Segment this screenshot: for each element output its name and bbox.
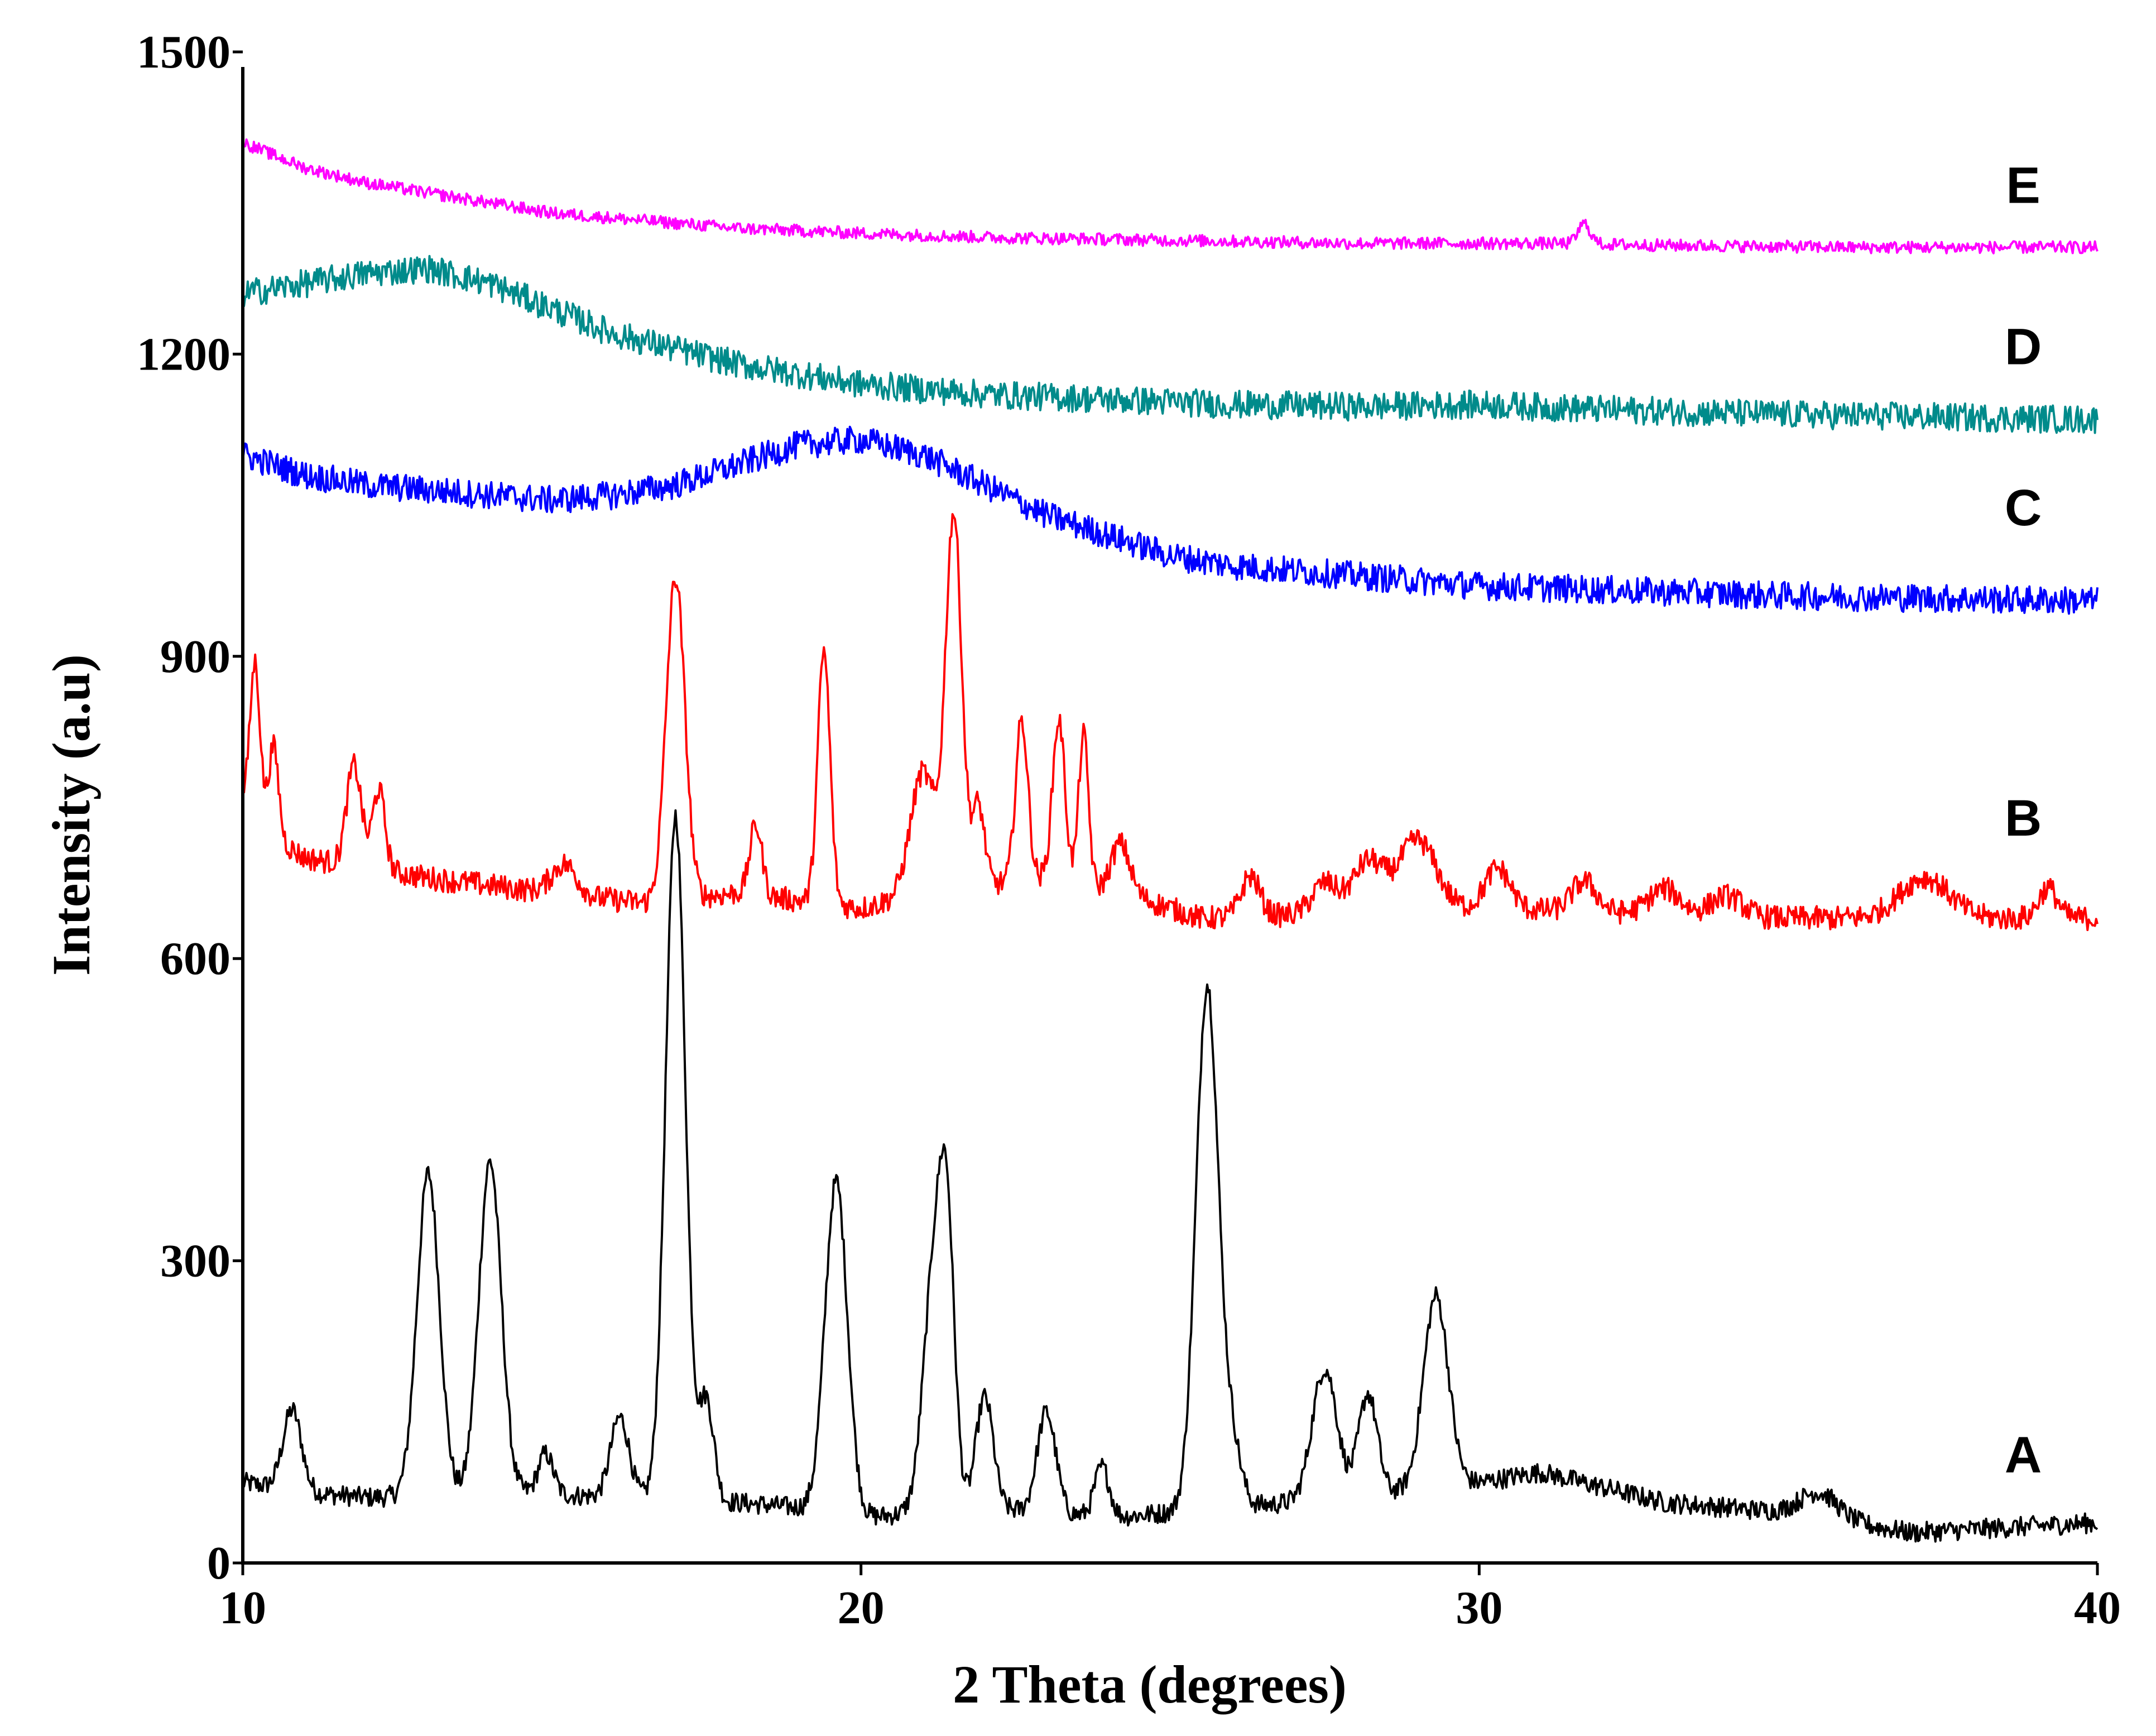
y-tick-label: 300	[160, 1235, 231, 1287]
y-ticks: 0 300 600 900 1200 1500	[137, 26, 243, 1589]
x-tick-label: 10	[219, 1582, 266, 1634]
series-label-a: A	[2005, 1427, 2042, 1484]
series-line-c	[242, 425, 2099, 615]
x-tick-label: 30	[1456, 1582, 1502, 1634]
series-line-d	[242, 255, 2099, 434]
series-label-e: E	[2006, 157, 2040, 214]
series-line-a	[242, 809, 2099, 1543]
y-tick-label: 900	[160, 631, 231, 683]
y-tick-label: 1200	[137, 328, 231, 380]
plot-lines	[242, 138, 2099, 1543]
x-tick-label: 20	[838, 1582, 885, 1634]
axes	[241, 67, 2097, 1565]
y-tick-label: 0	[207, 1537, 231, 1589]
series-label-c: C	[2005, 479, 2042, 536]
y-axis-title: Intensity (a.u)	[41, 654, 101, 976]
series-labels: A B C D E	[2005, 157, 2042, 1484]
x-axis-title: 2 Theta (degrees)	[953, 1655, 1347, 1714]
series-label-b: B	[2005, 790, 2042, 847]
series-line-b	[242, 513, 2099, 931]
series-label-d: D	[2005, 318, 2042, 375]
y-tick-label: 600	[160, 933, 231, 985]
x-ticks: 10 20 30 40	[219, 1563, 2121, 1634]
x-tick-label: 40	[2074, 1582, 2121, 1634]
y-tick-label: 1500	[137, 26, 231, 78]
series-line-e	[242, 138, 2099, 255]
